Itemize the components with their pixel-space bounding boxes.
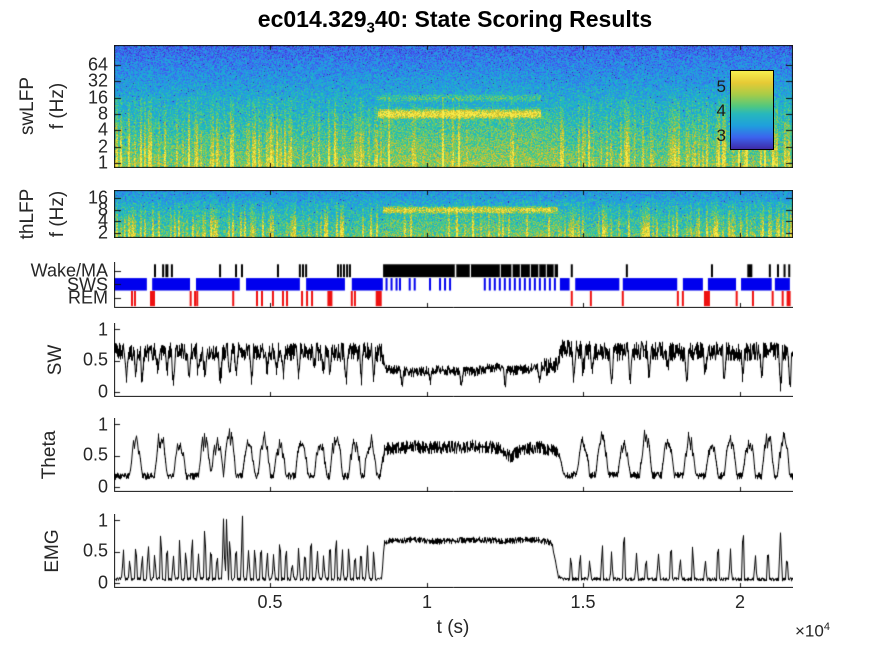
theta-ytick-0: 0 bbox=[97, 476, 108, 497]
emg-trace-canvas bbox=[114, 514, 793, 588]
emg-trace-panel bbox=[114, 514, 793, 588]
xtick-05: 0.5 bbox=[257, 592, 283, 612]
theta-trace-panel bbox=[114, 418, 793, 492]
swlfp-ytick-32: 32 bbox=[87, 70, 108, 91]
thlfp-ytick-8: 8 bbox=[97, 199, 108, 220]
figure-title: ec014.329340: State Scoring Results bbox=[258, 6, 652, 37]
sw-ytick-0: 0 bbox=[97, 381, 108, 402]
swlfp-spectrogram-canvas bbox=[114, 45, 793, 168]
title-subscript: 3 bbox=[366, 19, 375, 37]
emg-ytick-1: 1 bbox=[97, 510, 108, 531]
colorbar-tick-4: 4 bbox=[716, 101, 726, 120]
xaxis-label: t (s) bbox=[436, 617, 470, 638]
theta-ytick-05: 0.5 bbox=[82, 444, 108, 465]
swlfp-ytick-4: 4 bbox=[97, 119, 108, 140]
xtick-15: 1.5 bbox=[570, 592, 596, 612]
title-suffix: 40: State Scoring Results bbox=[374, 6, 653, 32]
emg-ytick-05: 0.5 bbox=[82, 540, 108, 561]
thlfp-spectrogram-canvas bbox=[114, 190, 793, 238]
swlfp-spectrogram-panel bbox=[114, 45, 793, 168]
colorbar bbox=[730, 70, 774, 150]
thlfp-spectrogram-panel bbox=[114, 190, 793, 238]
xtick-1: 1 bbox=[421, 592, 433, 612]
theta-ytick-1: 1 bbox=[97, 414, 108, 435]
sw-trace-panel bbox=[114, 323, 793, 397]
sw-trace-canvas bbox=[114, 323, 793, 397]
swlfp-ytick-8: 8 bbox=[97, 103, 108, 124]
state-raster-canvas bbox=[114, 262, 793, 308]
sw-ytick-1: 1 bbox=[97, 319, 108, 340]
sw-ytick-05: 0.5 bbox=[82, 349, 108, 370]
state-label-rem: REM bbox=[68, 287, 108, 308]
state-label-wake: Wake/MA bbox=[30, 260, 108, 281]
swlfp-ytick-2: 2 bbox=[97, 136, 108, 157]
swlfp-ytick-16: 16 bbox=[87, 87, 108, 108]
emg-ytick-0: 0 bbox=[97, 572, 108, 593]
swlfp-ytick-64: 64 bbox=[87, 54, 108, 75]
title-prefix: ec014.329 bbox=[257, 6, 367, 32]
thlfp-ytick-4: 4 bbox=[97, 210, 108, 231]
xaxis-multiplier-base: ×10 bbox=[795, 621, 824, 641]
xaxis-multiplier-exp: 4 bbox=[823, 621, 830, 633]
state-raster-panel bbox=[114, 262, 793, 308]
colorbar-tick-5: 5 bbox=[716, 77, 726, 96]
xaxis-multiplier: ×104 bbox=[795, 621, 830, 642]
thlfp-ytick-16: 16 bbox=[87, 187, 108, 208]
xtick-2: 2 bbox=[734, 592, 746, 612]
colorbar-tick-3: 3 bbox=[716, 126, 726, 145]
theta-trace-canvas bbox=[114, 418, 793, 492]
state-label-sws: SWS bbox=[66, 274, 108, 295]
thlfp-ytick-2: 2 bbox=[97, 222, 108, 243]
swlfp-ytick-1: 1 bbox=[97, 152, 108, 173]
